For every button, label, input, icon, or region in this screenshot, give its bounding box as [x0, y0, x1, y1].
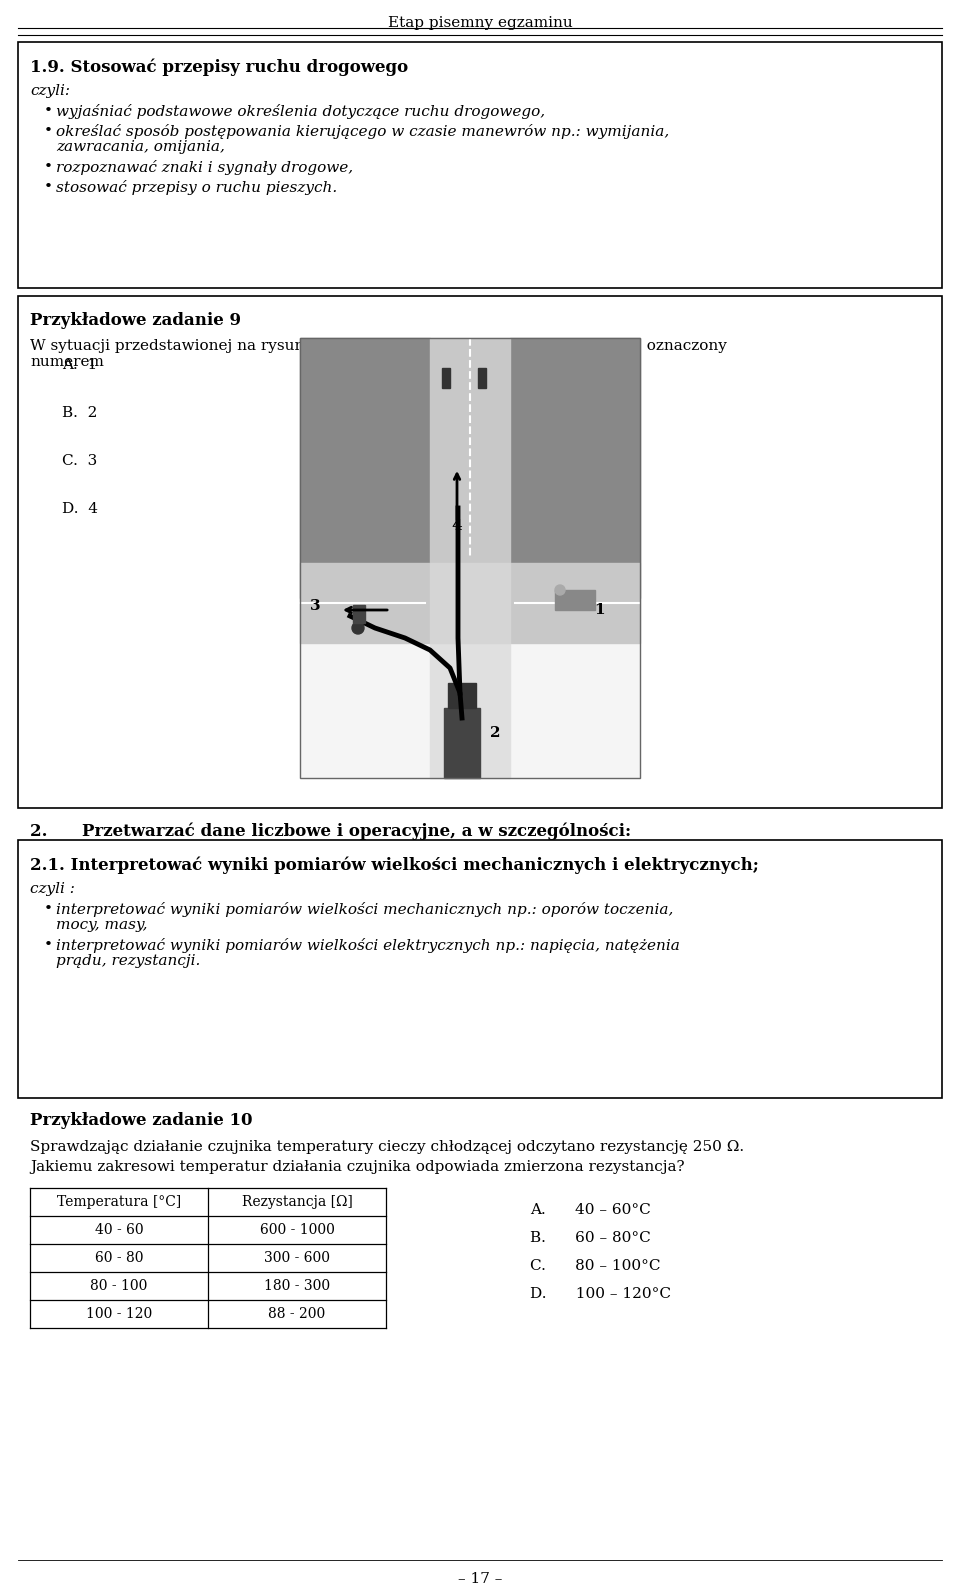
Text: A.  1: A. 1 — [62, 358, 97, 372]
Text: – 17 –: – 17 – — [458, 1572, 502, 1586]
Text: D.      100 – 120°C: D. 100 – 120°C — [530, 1287, 671, 1301]
Text: 88 - 200: 88 - 200 — [269, 1308, 325, 1320]
Text: 180 - 300: 180 - 300 — [264, 1279, 330, 1293]
Text: 2.1. Interpretować wyniki pomiarów wielkości mechanicznych i elektrycznych;: 2.1. Interpretować wyniki pomiarów wielk… — [30, 856, 758, 874]
Circle shape — [555, 585, 565, 594]
Text: •: • — [44, 103, 53, 118]
Text: C.      80 – 100°C: C. 80 – 100°C — [530, 1258, 660, 1273]
Text: prądu, rezystancji.: prądu, rezystancji. — [56, 953, 201, 968]
Text: Sprawdzając działanie czujnika temperatury cieczy chłodzącej odczytano rezystanc: Sprawdzając działanie czujnika temperatu… — [30, 1139, 744, 1154]
Text: A.      40 – 60°C: A. 40 – 60°C — [530, 1203, 651, 1217]
Text: 300 - 600: 300 - 600 — [264, 1251, 330, 1265]
Text: •: • — [44, 160, 53, 175]
Text: zawracania, omijania,: zawracania, omijania, — [56, 140, 225, 154]
Text: wyjaśniać podstawowe określenia dotyczące ruchu drogowego,: wyjaśniać podstawowe określenia dotycząc… — [56, 103, 545, 119]
Bar — [300, 338, 640, 779]
Text: 100 - 120: 100 - 120 — [85, 1308, 152, 1320]
Text: Jakiemu zakresowi temperatur działania czujnika odpowiada zmierzona rezystancja?: Jakiemu zakresowi temperatur działania c… — [30, 1160, 684, 1174]
Text: W sytuacji przedstawionej na rysunku jako ostatni skrzyżowanie opuści pojazd  oz: W sytuacji przedstawionej na rysunku jak… — [30, 338, 727, 353]
Text: czyli:: czyli: — [30, 84, 70, 99]
Text: Przykładowe zadanie 9: Przykładowe zadanie 9 — [30, 311, 241, 329]
Text: określać sposób postępowania kierującego w czasie manewrów np.: wymijania,: określać sposób postępowania kierującego… — [56, 124, 669, 138]
Text: Etap pisemny egzaminu: Etap pisemny egzaminu — [388, 16, 572, 30]
Text: Rezystancja [Ω]: Rezystancja [Ω] — [242, 1195, 352, 1209]
Text: Temperatura [°C]: Temperatura [°C] — [57, 1195, 181, 1209]
Text: interpretować wyniki pomiarów wielkości mechanicznych np.: oporów toczenia,: interpretować wyniki pomiarów wielkości … — [56, 903, 673, 917]
FancyBboxPatch shape — [18, 41, 942, 288]
Text: 2.      Przetwarzać dane liczbowe i operacyjne, a w szczególności:: 2. Przetwarzać dane liczbowe i operacyjn… — [30, 822, 631, 839]
Text: 60 - 80: 60 - 80 — [95, 1251, 143, 1265]
Text: stosować przepisy o ruchu pieszych.: stosować przepisy o ruchu pieszych. — [56, 180, 337, 195]
Text: 40 - 60: 40 - 60 — [95, 1224, 143, 1236]
Bar — [430, 644, 510, 779]
Text: B.  2: B. 2 — [62, 407, 97, 419]
FancyBboxPatch shape — [18, 841, 942, 1098]
Text: D.  4: D. 4 — [62, 502, 98, 516]
Bar — [300, 338, 430, 597]
Text: mocy, masy,: mocy, masy, — [56, 918, 148, 933]
Bar — [430, 338, 510, 597]
Text: 4: 4 — [452, 520, 463, 532]
Text: 1.9. Stosować przepisy ruchu drogowego: 1.9. Stosować przepisy ruchu drogowego — [30, 59, 408, 76]
Text: 3: 3 — [310, 599, 321, 613]
Text: B.      60 – 80°C: B. 60 – 80°C — [530, 1231, 651, 1246]
Text: 80 - 100: 80 - 100 — [90, 1279, 148, 1293]
Bar — [444, 709, 480, 779]
Circle shape — [352, 621, 364, 634]
Text: Przykładowe zadanie 10: Przykładowe zadanie 10 — [30, 1112, 252, 1130]
Bar — [353, 605, 365, 623]
Text: •: • — [44, 124, 53, 138]
Text: C.  3: C. 3 — [62, 454, 97, 469]
Text: 600 - 1000: 600 - 1000 — [259, 1224, 334, 1236]
Text: •: • — [44, 938, 53, 952]
Text: rozpoznawać znaki i sygnały drogowe,: rozpoznawać znaki i sygnały drogowe, — [56, 160, 353, 175]
Bar — [442, 369, 450, 388]
Text: •: • — [44, 903, 53, 915]
Text: czyli :: czyli : — [30, 882, 75, 896]
Bar — [478, 369, 486, 388]
Bar — [430, 563, 510, 644]
Bar — [300, 563, 640, 644]
FancyBboxPatch shape — [18, 296, 942, 807]
Bar — [510, 338, 640, 597]
Text: interpretować wyniki pomiarów wielkości elektrycznych np.: napięcia, natężenia: interpretować wyniki pomiarów wielkości … — [56, 938, 680, 953]
Text: numerem: numerem — [30, 354, 104, 369]
Bar — [555, 590, 595, 610]
Text: 1: 1 — [594, 602, 606, 617]
Bar — [448, 683, 476, 709]
Text: 2: 2 — [490, 726, 500, 740]
Text: •: • — [44, 180, 53, 194]
